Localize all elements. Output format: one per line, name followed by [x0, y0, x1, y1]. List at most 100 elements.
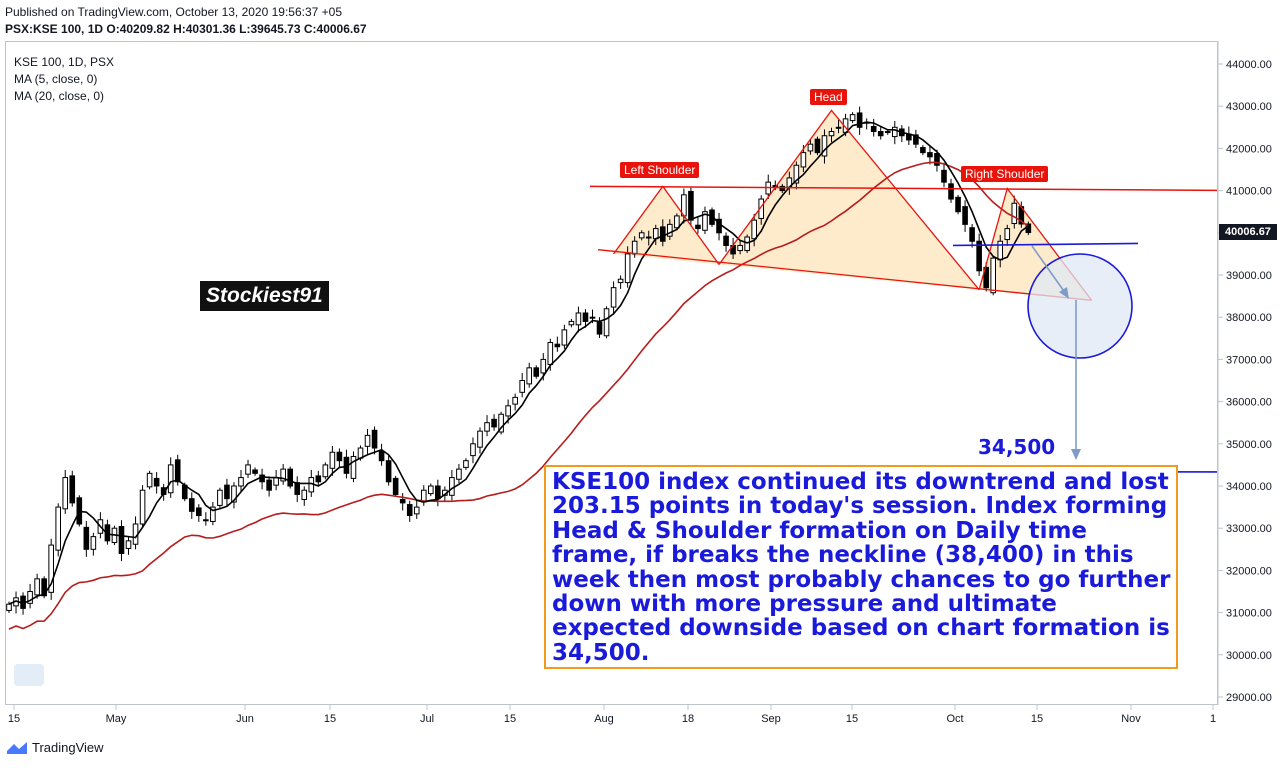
candle-body [596, 321, 603, 335]
candle-body [547, 342, 554, 365]
tradingview-brand: TradingView [32, 740, 104, 755]
candle-body [505, 405, 511, 417]
x-tick-label: May [106, 713, 127, 725]
candle-body [470, 443, 476, 457]
tradingview-badge-icon[interactable] [14, 664, 44, 686]
candle-body [69, 475, 76, 504]
target-label: 34,500 [978, 435, 1056, 459]
candle-body [702, 211, 708, 231]
candle-body [617, 278, 624, 284]
resistance-line [589, 185, 1218, 192]
x-tick-label: 15 [324, 713, 336, 725]
candle-body [976, 240, 982, 272]
candle-body [990, 257, 997, 294]
candle-body [245, 464, 251, 475]
x-tick-label: 15 [8, 713, 20, 725]
tradingview-logo-icon [7, 741, 27, 754]
candle-body [6, 603, 12, 611]
x-tick-label: Oct [946, 713, 963, 725]
candle-body [392, 477, 399, 495]
candle-body [196, 507, 202, 517]
candle-body [667, 223, 673, 237]
last-price-tag: 40006.67 [1219, 224, 1277, 240]
candle-body [575, 312, 582, 326]
legend-symbol: KSE 100, 1D, PSX [14, 55, 115, 69]
candle-body [955, 196, 961, 213]
candle-body [167, 464, 174, 494]
y-tick-label: 36000.00 [1226, 397, 1272, 409]
candle-body [554, 343, 561, 348]
y-tick-label: 31000.00 [1226, 608, 1272, 620]
y-tick-label: 44000.00 [1226, 59, 1272, 71]
candle-body [385, 460, 392, 483]
x-tick-label: 18 [682, 713, 694, 725]
candle-body [582, 312, 589, 322]
x-tick-label: 15 [846, 713, 858, 725]
candle-body [828, 131, 835, 137]
candle-body [962, 206, 968, 225]
x-tick-label: Aug [594, 713, 614, 725]
candle-body [807, 143, 814, 152]
candle-body [174, 459, 181, 483]
candle-body [378, 450, 385, 462]
label-right-shoulder: Right Shoulder [961, 166, 1049, 182]
candle-body [48, 544, 54, 593]
y-tick-label: 35000.00 [1226, 439, 1272, 451]
candle-body [463, 460, 469, 468]
candle-body [526, 367, 533, 385]
candle-body [723, 235, 729, 246]
legend-ma-fast: MA (5, close, 0) [14, 72, 98, 86]
candle-body [224, 484, 230, 500]
candle-body [793, 164, 800, 184]
candle-body [315, 475, 322, 483]
candle-body [428, 485, 434, 495]
x-tick-label: 1 [1210, 713, 1216, 725]
candle-body [484, 422, 490, 432]
y-tick-label: 29000.00 [1226, 692, 1272, 704]
candle-body [800, 152, 807, 168]
tradingview-footer[interactable]: TradingView [6, 740, 104, 755]
y-tick-label: 32000.00 [1226, 565, 1272, 577]
candle-body [83, 526, 90, 550]
candle-body [835, 126, 842, 129]
x-tick-label: Jul [420, 713, 434, 725]
candle-body [55, 506, 62, 551]
candle-body [645, 236, 652, 239]
candle-body [821, 135, 828, 157]
y-tick-label: 33000.00 [1226, 523, 1272, 535]
y-tick-label: 38000.00 [1226, 312, 1272, 324]
x-tick-label: 15 [504, 713, 516, 725]
candle-body [512, 396, 518, 405]
candle-body [913, 134, 919, 145]
candle-body [139, 489, 146, 525]
candle-body [252, 469, 258, 474]
support-line [952, 242, 1139, 247]
candle-body [399, 499, 406, 504]
candle-body [737, 244, 743, 252]
x-tick-label: Sep [761, 713, 781, 725]
candle-body [477, 430, 483, 448]
y-tick-label: 42000.00 [1226, 143, 1272, 155]
candle-body [217, 489, 223, 506]
label-left-shoulder: Left Shoulder [620, 162, 700, 178]
candle-body [927, 152, 933, 158]
breakdown-arrowhead [1059, 287, 1069, 299]
candle-body [624, 253, 631, 284]
candle-body [540, 358, 547, 374]
candle-body [638, 232, 645, 239]
candle-body [877, 131, 884, 137]
y-tick-label: 37000.00 [1226, 354, 1272, 366]
candle-body [603, 308, 610, 337]
candle-body [153, 477, 160, 487]
candle-body [125, 540, 132, 549]
candle-body [652, 228, 659, 240]
candle-body [751, 219, 757, 240]
candle-body [814, 138, 821, 154]
neckline [597, 249, 1092, 301]
candle-body [997, 240, 1004, 261]
analysis-note-text: KSE100 index continued its downtrend and… [552, 469, 1171, 666]
candle-body [449, 477, 455, 496]
candle-body [519, 380, 525, 393]
candle-body [27, 591, 33, 604]
